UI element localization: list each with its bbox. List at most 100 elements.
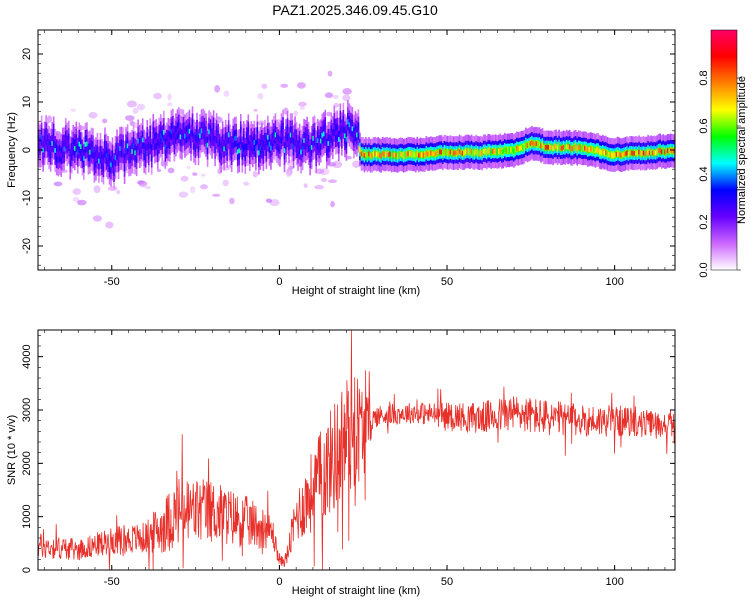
spectrogram-cell (490, 149, 493, 155)
spectrogram-cell (549, 145, 551, 150)
spectrogram-speckle (345, 155, 352, 160)
spectrogram-cell (110, 162, 112, 168)
spectrogram-cell (223, 146, 225, 152)
colorbar-tick-label: 0.8 (698, 70, 710, 85)
spectrogram-cell (331, 135, 334, 140)
spectrogram-cell (635, 150, 637, 156)
spectrogram-speckle (324, 92, 334, 99)
spectrogram-cell (276, 139, 278, 144)
spectrogram-cell (425, 150, 428, 156)
colorbar-tick-label: 0.4 (698, 166, 710, 181)
spectrogram-cell (458, 149, 461, 154)
spectrogram-cell (445, 149, 447, 155)
spectrogram-cell (92, 147, 94, 153)
spectrogram-cell (481, 151, 483, 156)
spectrogram-cell (487, 148, 489, 154)
spectrogram-speckle (72, 188, 81, 195)
spectrogram-cell (117, 155, 120, 160)
spectrogram-cell (155, 138, 158, 144)
spectrogram-speckle (156, 168, 162, 173)
spectrogram-speckle (229, 197, 235, 205)
spectrogram-cell (150, 150, 153, 156)
spectrogram-cell (271, 138, 274, 144)
spectrogram-cell (579, 145, 582, 150)
spectrogram-cell (387, 152, 390, 158)
spectrogram-cell (620, 152, 622, 158)
spectrogram-cell (421, 152, 423, 158)
spectrogram-cell (229, 143, 232, 149)
spectrogram-cell (510, 147, 512, 153)
spectrogram-cell (528, 142, 530, 148)
spectrogram-cell (259, 145, 262, 151)
spectrogram-speckle (136, 103, 146, 111)
spectrogram-cell (211, 134, 213, 140)
spectrogram-cell (99, 152, 102, 157)
spectrogram-cell (140, 142, 142, 148)
spectrogram-cell (357, 128, 360, 134)
spectrogram-cell (209, 131, 212, 137)
spectrogram-cell (131, 149, 133, 154)
spectrogram-cell (202, 127, 204, 133)
spectrogram-speckle (144, 185, 152, 190)
spectrogram-x-tick-label: 50 (441, 276, 453, 288)
spectrogram-cell (292, 144, 295, 150)
spectrogram-cell (96, 151, 99, 157)
spectrogram-cell (265, 144, 268, 150)
spectrogram-cell (648, 150, 651, 156)
spectrogram-cell (123, 159, 126, 165)
spectrogram-cell (214, 142, 216, 147)
spectrogram-speckle (93, 185, 101, 194)
spectrogram-cell (273, 135, 275, 141)
spectrogram-cell (66, 141, 69, 147)
spectrogram-cell (116, 148, 118, 154)
spectrogram-cell (286, 130, 289, 136)
snr-panel: -50 0 50 100 0 1000 2000 3000 4000 Height of st… (6, 329, 676, 597)
spectrogram-cell (40, 134, 43, 140)
spectrogram-cell (580, 145, 583, 151)
spectrogram-cell (48, 145, 50, 150)
spectrogram-cell (576, 146, 579, 152)
spectrogram-cell (249, 147, 251, 152)
snr-y-tick-label: 0 (21, 567, 33, 573)
spectrogram-cell (184, 133, 186, 139)
spectrogram-speckle (332, 160, 343, 169)
spectrogram-cell (268, 141, 271, 147)
spectrogram-cell (632, 150, 634, 156)
spectrogram-cell (247, 133, 250, 139)
spectrogram-cell (427, 151, 429, 157)
spectrogram-cell (405, 152, 408, 158)
spectrogram-cell (401, 152, 403, 158)
spectrogram-cell (404, 152, 407, 158)
snr-x-tick-label: 50 (441, 576, 453, 588)
spectrogram-cell (440, 149, 443, 155)
snr-x-tick-label: 0 (276, 576, 282, 588)
spectrogram-cell (366, 152, 369, 158)
spectrogram-cell (431, 151, 434, 157)
spectrogram-cell (430, 150, 432, 156)
spectrogram-cell (439, 149, 441, 155)
spectrogram-cell (502, 149, 505, 154)
spectrogram-cell (636, 150, 639, 156)
spectrogram-cell (74, 146, 76, 151)
spectrogram-cell (61, 146, 64, 152)
spectrogram-cell (475, 149, 477, 155)
spectrogram-speckle (342, 88, 352, 95)
colorbar-tick-label: 0.2 (698, 214, 710, 229)
spectrogram-cell (647, 149, 649, 155)
spectrogram-cell (138, 144, 141, 149)
colorbar-gradient (711, 30, 737, 270)
spectrogram-speckle (72, 196, 80, 202)
spectrogram-cell (342, 121, 345, 127)
spectrogram-cell (546, 144, 548, 150)
spectrogram-cell (630, 150, 633, 156)
spectrogram-cell (75, 140, 78, 146)
spectrogram-speckle (200, 184, 208, 190)
spectrogram-cell (371, 153, 373, 158)
spectrogram-cell (309, 151, 311, 157)
spectrogram-speckle (167, 93, 172, 101)
spectrogram-cell (552, 146, 554, 151)
spectrogram-cell (650, 149, 652, 155)
spectrogram-speckle (314, 185, 325, 190)
spectrogram-cell (452, 150, 455, 156)
spectrogram-cell (350, 124, 352, 130)
